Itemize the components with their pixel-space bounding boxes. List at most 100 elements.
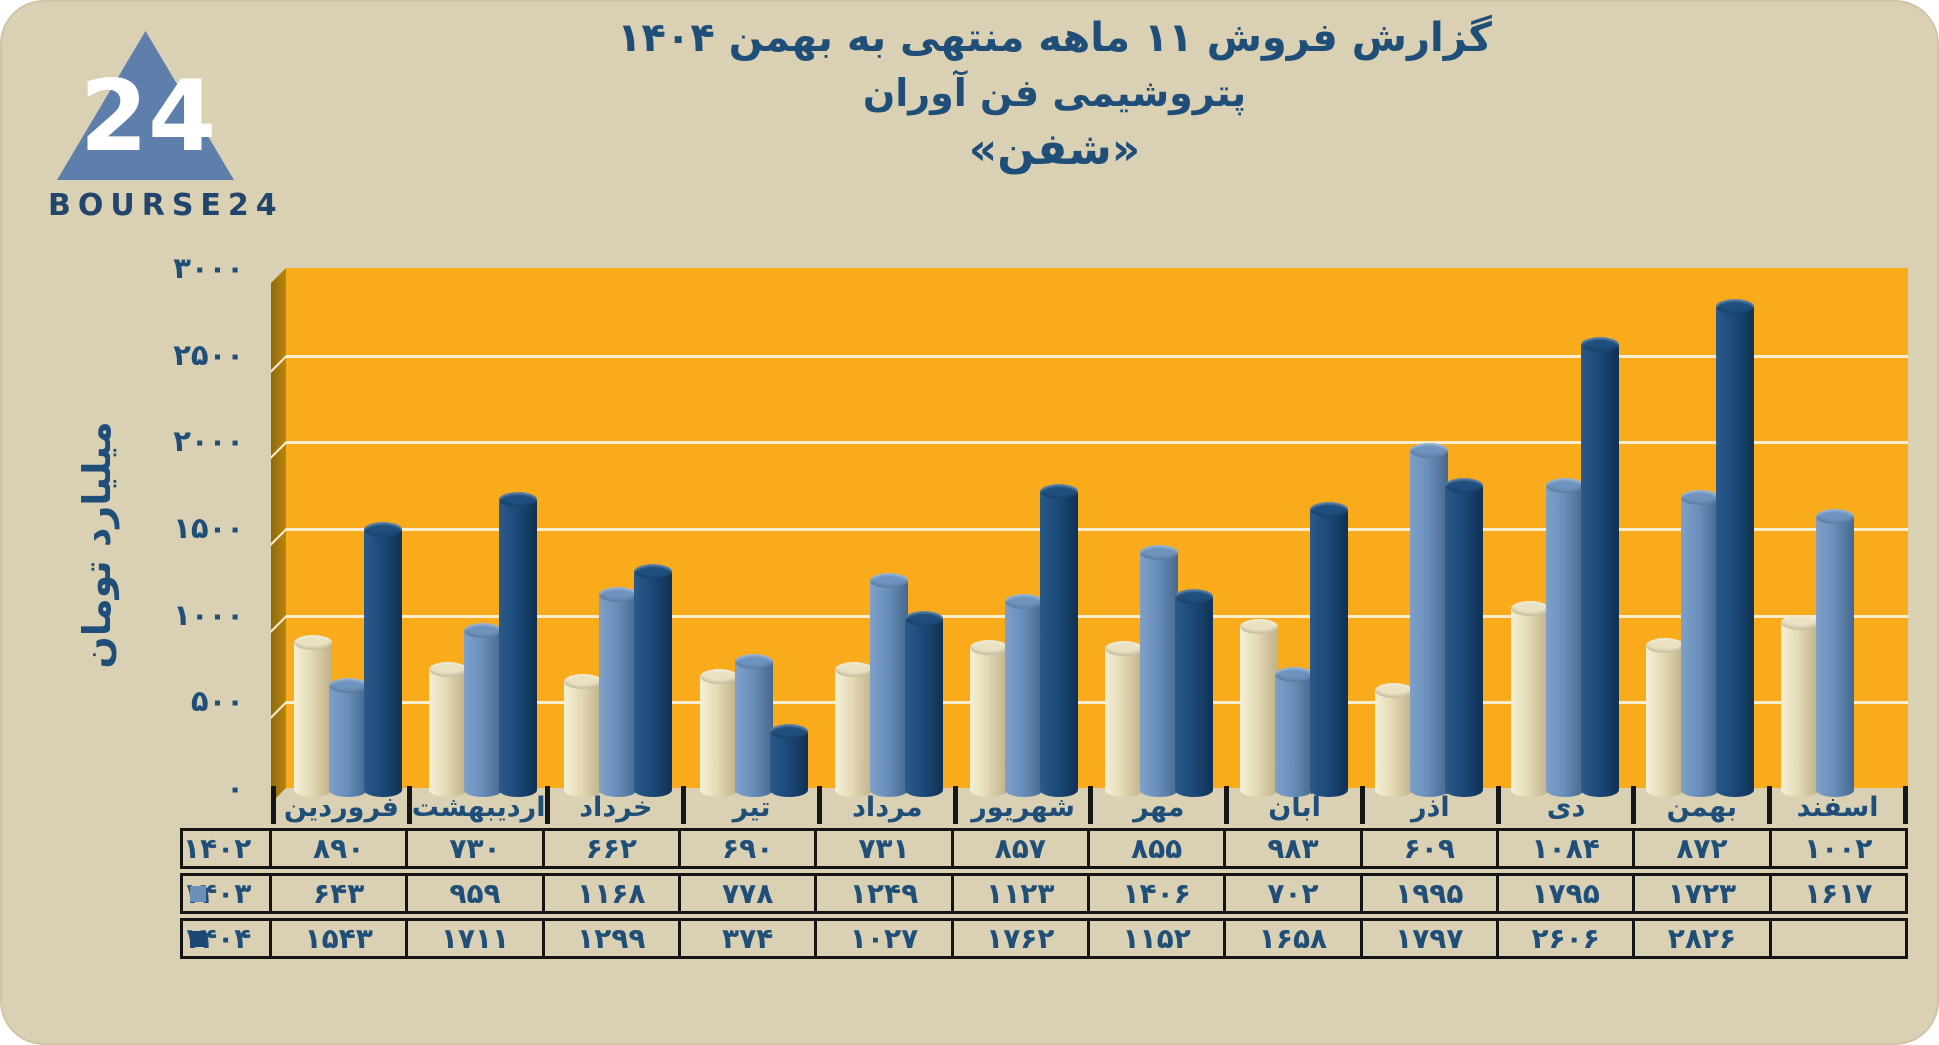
bar-cylinder-top <box>1445 477 1484 493</box>
bar-1402-month-9 <box>1375 683 1414 797</box>
table-cell-1404-month-1: ۱۵۴۳ <box>269 918 409 959</box>
bar-cylinder-body <box>429 669 468 797</box>
table-cell-1403-month-3: ۱۱۶۸ <box>541 873 681 914</box>
table-cell-1403-month-1: ۶۴۳ <box>269 873 409 914</box>
bar-cylinder-body <box>1105 647 1144 797</box>
bar-cylinder-top <box>1815 508 1854 524</box>
plot-area <box>271 268 1908 803</box>
bar-cylinder-top <box>769 724 808 740</box>
bar-cylinder-body <box>294 641 332 797</box>
chart-title-line1: گزارش فروش ۱۱ ماهه منتهی به بهمن ۱۴۰۴ <box>617 15 1492 61</box>
bar-cylinder-top <box>904 611 943 626</box>
bourse24-logo: 24 BOURSE24 <box>48 28 277 223</box>
bar-cylinder-top <box>1004 594 1043 610</box>
table-cell-1404-month-11: ۲۸۲۶ <box>1632 918 1772 959</box>
table-cell-1402-month-11: ۸۷۲ <box>1632 828 1772 869</box>
bar-cylinder-top <box>1140 545 1179 561</box>
bar-group-4 <box>692 268 827 797</box>
table-row-1403: ۱۴۰۳ ۶۴۳ ۹۵۹ ۱۱۶۸ ۷۷۸ ۱۲۴۹ ۱۱۲۳ ۱۴۰۶ ۷۰۲ ۱۹۹۵ ۱۷۹۵… <box>180 873 1908 914</box>
bar-cylinder-body <box>769 731 808 797</box>
bars-layer <box>286 268 1908 797</box>
bar-cylinder-body <box>364 528 402 797</box>
bar-group-9 <box>1367 268 1502 797</box>
table-cell-1404-month-8: ۱۶۵۸ <box>1223 918 1363 959</box>
x-axis-label-10: دی <box>1495 786 1632 824</box>
gridline <box>286 701 1908 705</box>
bar-cylinder-body <box>869 579 908 797</box>
gridline-wall-stub <box>271 441 286 460</box>
bar-1402-month-4 <box>699 669 738 797</box>
bar-cylinder-body <box>329 684 367 797</box>
bar-cylinder-body <box>1275 674 1314 797</box>
table-cell-1403-month-5: ۱۲۴۹ <box>814 873 954 914</box>
gridline <box>286 441 1908 445</box>
bar-cylinder-top <box>564 674 603 690</box>
bar-cylinder-top <box>1780 615 1819 631</box>
chart-title-line2: پتروشیمی فن آوران <box>862 71 1247 115</box>
bar-group-3 <box>556 268 691 797</box>
bar-cylinder-top <box>499 492 538 508</box>
bar-cylinder-top <box>1240 618 1279 634</box>
y-axis-tick-label: ۳۰۰۰ <box>173 251 244 285</box>
row-header-1402: ۱۴۰۲ <box>180 828 272 869</box>
table-cell-1404-month-10: ۲۶۰۶ <box>1495 918 1636 959</box>
bar-cylinder-body <box>1580 344 1619 797</box>
row-header-1404: ۱۴۰۴ <box>180 918 272 959</box>
bar-1402-month-6 <box>969 640 1008 797</box>
bar-1402-month-2 <box>429 662 468 797</box>
bar-cylinder-top <box>329 677 367 693</box>
gridline <box>286 354 1908 358</box>
x-axis-label-6: شهریور <box>952 786 1089 824</box>
table-cell-1402-month-8: ۹۸۳ <box>1223 828 1363 869</box>
x-axis-label-9: آذر <box>1359 786 1496 824</box>
table-cell-1402-month-3: ۶۶۲ <box>541 828 681 869</box>
bar-cylinder-body <box>1715 306 1754 797</box>
bar-1402-month-5 <box>834 662 873 797</box>
x-axis-label-7: مهر <box>1088 786 1224 824</box>
y-axis-tick-label: ۲۰۰۰ <box>173 424 244 459</box>
table-cell-1403-month-9: ۱۹۹۵ <box>1359 873 1499 914</box>
bar-cylinder-top <box>1645 637 1684 653</box>
bar-1403-month-10 <box>1545 477 1584 797</box>
x-axis-label-12: اسفند <box>1767 786 1903 824</box>
gridline-wall-stub <box>271 701 286 720</box>
table-cell-1403-month-11: ۱۷۲۳ <box>1632 873 1772 914</box>
x-axis-label-4: تیر <box>681 786 817 824</box>
gridline-wall-stub <box>271 354 286 373</box>
table-cell-1403-month-7: ۱۴۰۶ <box>1086 873 1227 914</box>
table-cell-1403-month-12: ۱۶۱۷ <box>1768 873 1908 914</box>
bar-1402-month-7 <box>1105 640 1144 797</box>
bar-1402-month-1 <box>294 634 332 797</box>
bar-1403-month-5 <box>869 572 908 797</box>
row-header-label: ۱۴۰۲ <box>183 832 252 865</box>
x-axis: فروردین اردیبهشت خرداد تیر مرداد شهریور مهر آبا… <box>271 786 1908 824</box>
table-row-1404: ۱۴۰۴ ۱۵۴۳ ۱۷۱۱ ۱۲۹۹ ۳۷۴ ۱۰۲۷ ۱۷۶۲ ۱۱۵۲ ۱۶۵۸ ۱۷۹۷ ۲… <box>180 918 1908 959</box>
bar-cylinder-top <box>869 572 908 588</box>
chart-3d-wall <box>271 268 286 803</box>
bar-cylinder-top <box>834 662 873 678</box>
bar-cylinder-body <box>969 647 1008 797</box>
bar-1403-month-11 <box>1680 490 1719 797</box>
bar-1403-month-4 <box>734 654 773 797</box>
table-cell-1404-month-4: ۳۷۴ <box>677 918 818 959</box>
bar-cylinder-top <box>1410 443 1449 459</box>
bar-cylinder-body <box>1410 450 1449 797</box>
y-axis-tick-label: ۱۵۰۰ <box>173 511 244 545</box>
bar-cylinder-top <box>1680 490 1719 506</box>
table-cell-1402-month-5: ۷۳۱ <box>814 828 954 869</box>
bar-1403-month-2 <box>464 622 503 797</box>
y-axis-tick-label: ۱۰۰۰ <box>173 597 244 632</box>
table-cell-1402-month-12: ۱۰۰۲ <box>1768 828 1908 869</box>
table-cell-1404-month-6: ۱۷۶۲ <box>950 918 1090 959</box>
bar-cylinder-top <box>1175 589 1214 605</box>
bar-cylinder-body <box>1175 596 1214 797</box>
x-axis-label-11: بهمن <box>1631 786 1767 824</box>
bar-group-6 <box>962 268 1097 797</box>
bar-cylinder-body <box>699 676 738 797</box>
bar-cylinder-top <box>294 634 332 650</box>
bar-cylinder-body <box>1545 484 1584 797</box>
bar-cylinder-body <box>599 593 638 797</box>
table-cell-1403-month-2: ۹۵۹ <box>405 873 545 914</box>
table-row-1402: ۱۴۰۲ ۸۹۰ ۷۳۰ ۶۶۲ ۶۹۰ ۷۳۱ ۸۵۷ ۸۵۵ ۹۸۳ ۶۰۹ ۱۰۸۴ ۸۷۲ ۱۰… <box>180 828 1908 869</box>
